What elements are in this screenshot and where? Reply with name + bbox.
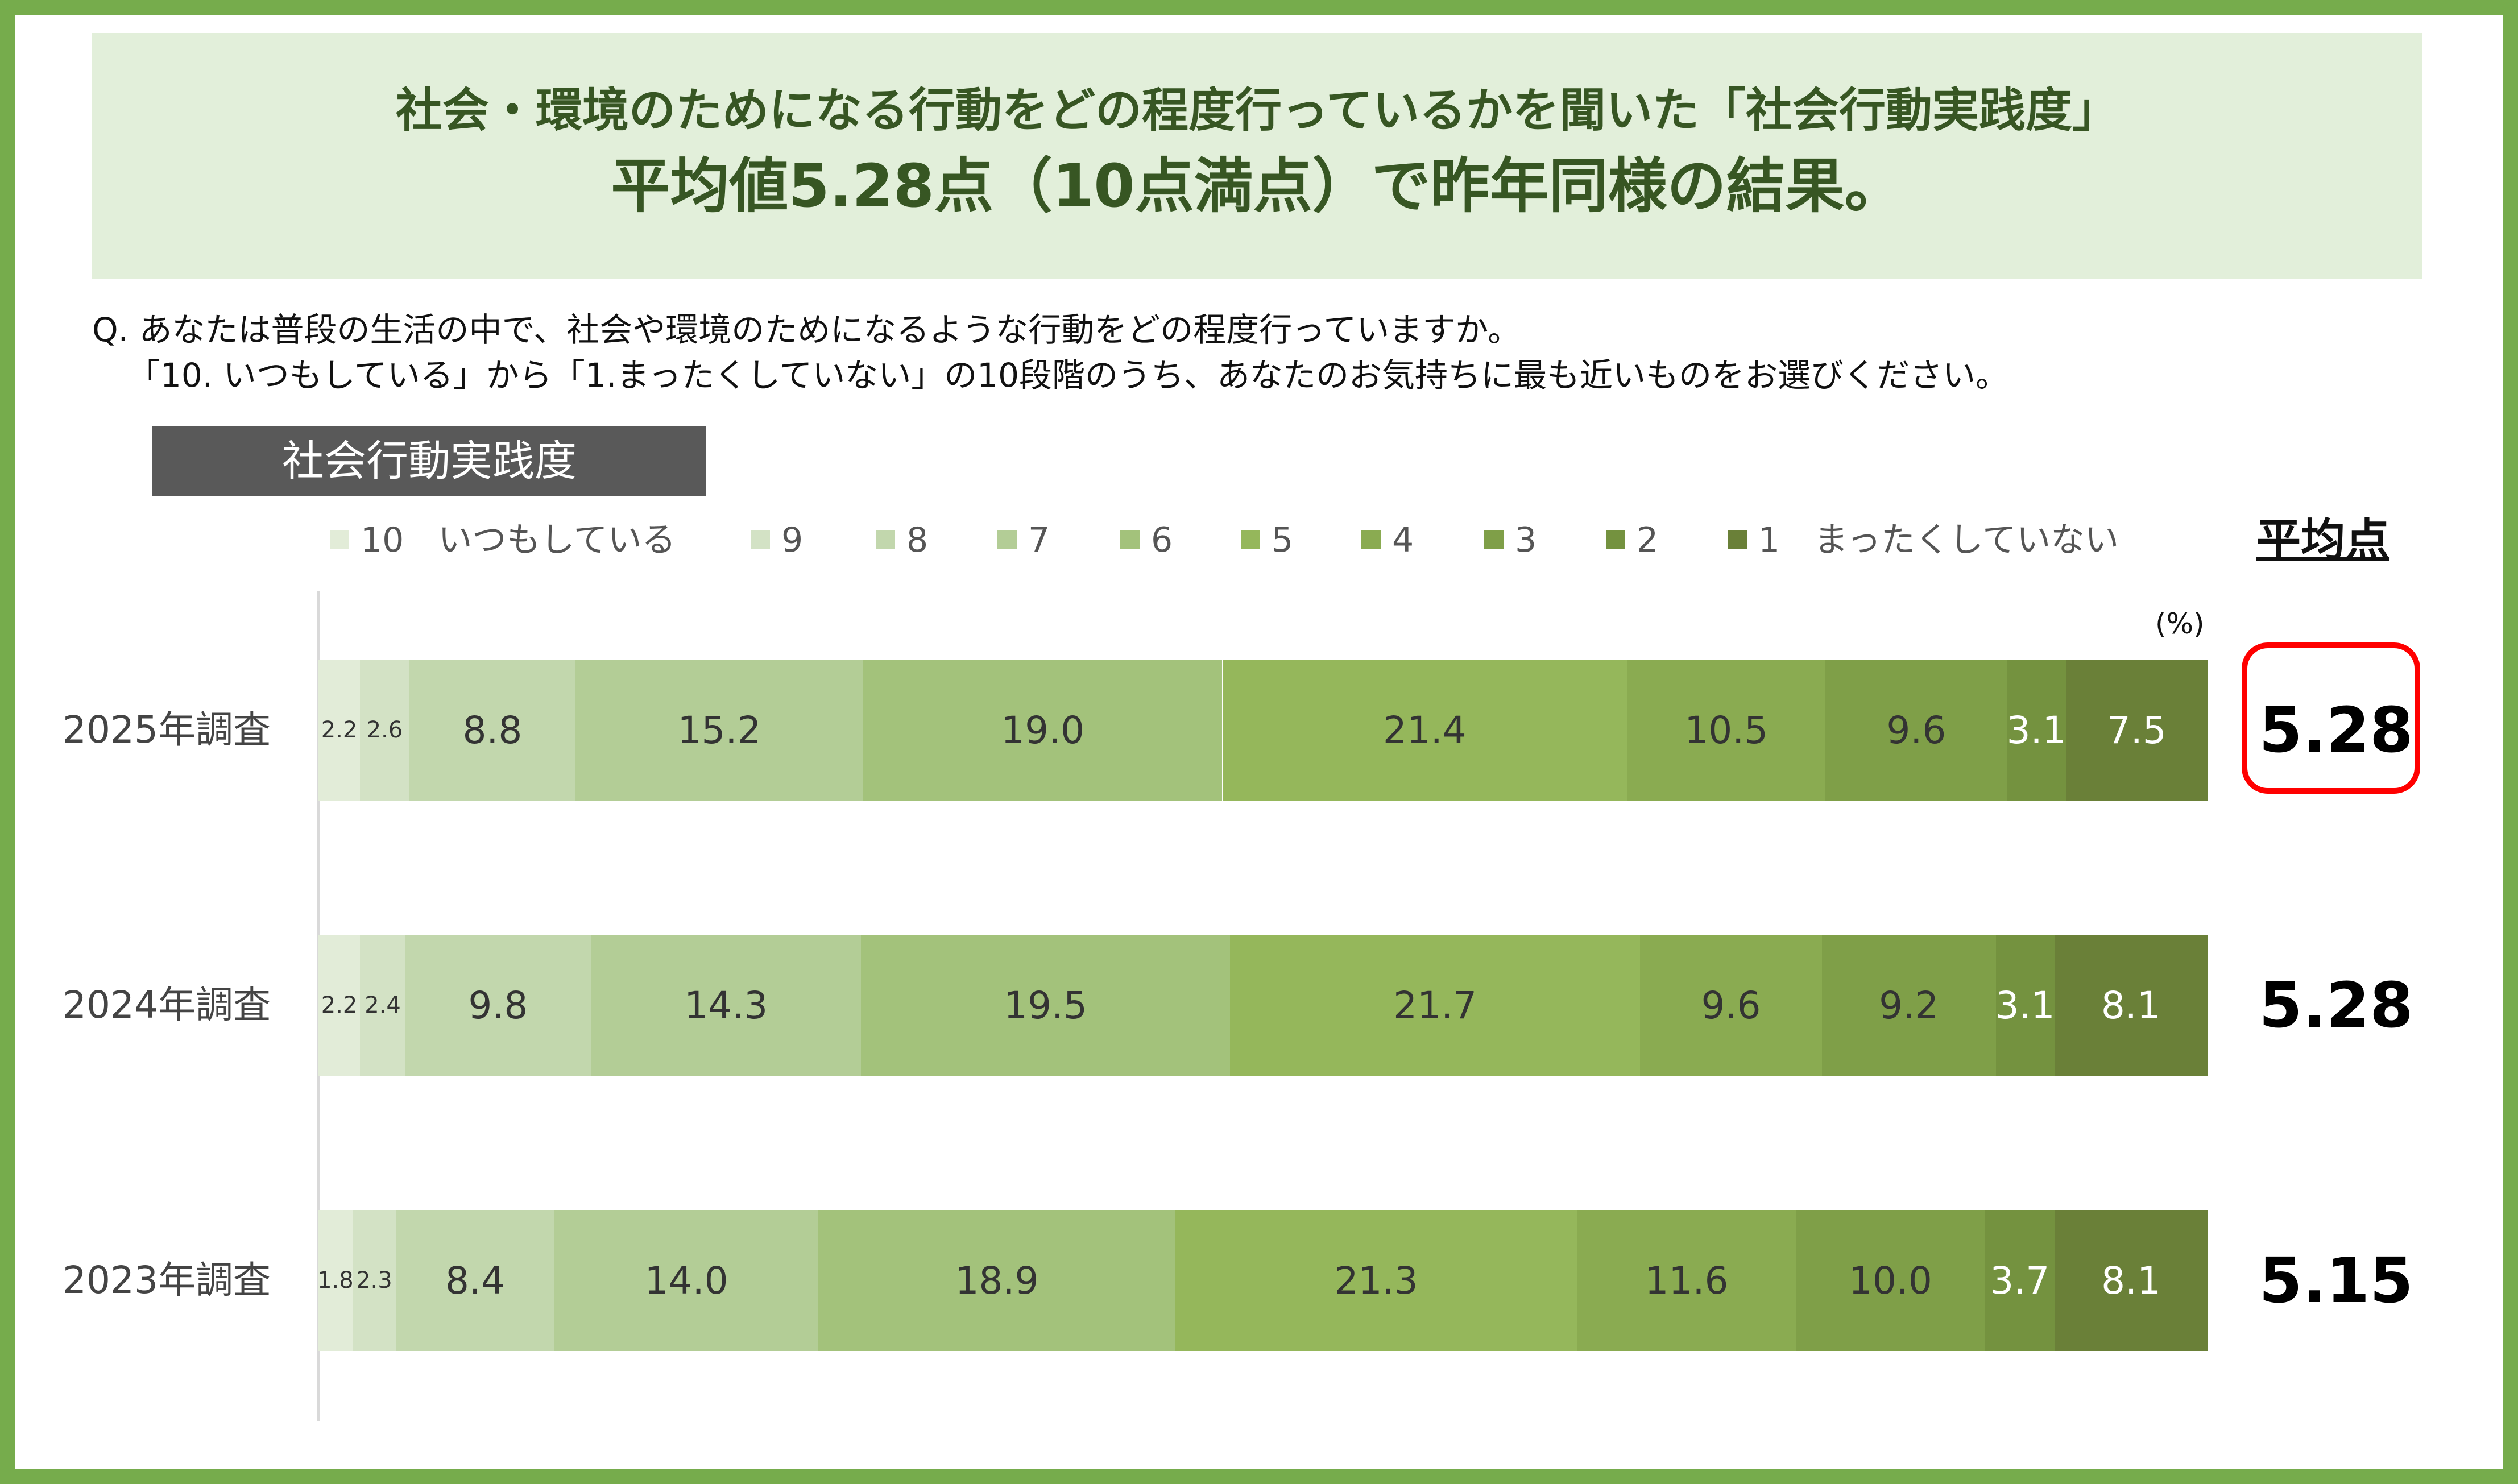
row-label: 2023年調査 (63, 1258, 271, 1302)
bar-segment: 10.5 (1627, 660, 1826, 801)
legend-swatch (330, 530, 349, 550)
legend-swatch (1606, 530, 1625, 550)
bar-segment: 9.8 (405, 935, 591, 1076)
bar-segment: 14.0 (554, 1210, 819, 1351)
row-label: 2025年調査 (63, 708, 271, 752)
legend-label: 1 まったくしていない (1758, 520, 2119, 560)
bar-row: 2.2 2.4 9.8 14.3 19.5 21.7 9.6 9.2 3.1 8.1 (318, 935, 2208, 1076)
highlight-frame (2242, 642, 2420, 794)
average-score-value: 5.28 (2259, 969, 2413, 1042)
legend-swatch (1120, 530, 1140, 550)
bar-segment: 3.1 (2007, 660, 2066, 801)
bar-segment: 9.6 (1825, 660, 2007, 801)
legend-label: 4 (1392, 520, 1414, 560)
legend-item-7: 7 (997, 517, 1050, 563)
question-line-2: 「10. いつもしている」から「1.まったくしていない」の10段階のうち、あなた… (127, 356, 2009, 395)
bar-segment: 15.2 (575, 660, 863, 801)
bar-segment: 1.8 (317, 1210, 354, 1351)
bar-segment: 21.7 (1229, 935, 1641, 1076)
legend-label: 2 (1637, 520, 1659, 560)
unit-label: (%) (2155, 607, 2205, 640)
bar-segment: 19.5 (861, 935, 1230, 1076)
title-line-1: 社会・環境のためになる行動をどの程度行っているかを聞いた「社会行動実践度」 (396, 84, 2119, 138)
legend-item-10: 10 いつもしている (330, 517, 676, 563)
title-line-2: 平均値5.28点（10点満点）で昨年同様の結果。 (611, 151, 1904, 221)
legend-item-9: 9 (751, 517, 803, 563)
legend-item-4: 4 (1361, 517, 1414, 563)
legend-item-2: 2 (1606, 517, 1658, 563)
legend-item-3: 3 (1484, 517, 1537, 563)
bar-segment: 9.2 (1821, 935, 1996, 1076)
legend-item-8: 8 (876, 517, 928, 563)
legend-label: 8 (906, 520, 929, 560)
bar-segment: 11.6 (1577, 1210, 1796, 1351)
average-score-value: 5.15 (2259, 1244, 2413, 1317)
legend-swatch (876, 530, 895, 550)
section-label: 社会行動実践度 (152, 426, 706, 496)
bar-segment: 21.4 (1222, 660, 1627, 801)
bar-segment: 21.3 (1175, 1210, 1577, 1351)
bar-segment: 8.1 (2054, 935, 2208, 1076)
average-score-value: 5.28 (2259, 694, 2413, 766)
bar-segment: 19.0 (863, 660, 1223, 801)
bar-segment: 2.6 (360, 660, 409, 801)
question-line-1: Q. あなたは普段の生活の中で、社会や環境のためになるような行動をどの程度行って… (92, 310, 1521, 349)
bar-segment: 2.3 (352, 1210, 396, 1351)
bar-segment: 2.4 (360, 935, 405, 1076)
bar-segment: 18.9 (818, 1210, 1175, 1351)
bar-segment: 9.6 (1640, 935, 1822, 1076)
question-text: Q. あなたは普段の生活の中で、社会や環境のためになるような行動をどの程度行って… (92, 307, 2008, 398)
bar-segment: 14.3 (590, 935, 862, 1076)
bar-segment: 8.4 (396, 1210, 554, 1351)
bar-row: 1.8 2.3 8.4 14.0 18.9 21.3 11.6 10.0 3.7 8.1 (317, 1210, 2208, 1351)
bar-segment: 2.2 (318, 660, 361, 801)
legend-item-6: 6 (1120, 517, 1173, 563)
legend-label: 10 いつもしている (361, 520, 676, 560)
bar-segment: 8.8 (409, 660, 576, 801)
header-banner (92, 33, 2422, 279)
legend-swatch (751, 530, 770, 550)
bar-segment: 2.2 (318, 935, 361, 1076)
bar-segment: 3.1 (1995, 935, 2055, 1076)
row-label: 2024年調査 (63, 983, 271, 1027)
legend-item-1: 1 まったくしていない (1728, 517, 2119, 563)
bar-segment: 10.0 (1796, 1210, 1985, 1351)
legend-label: 5 (1272, 520, 1294, 560)
legend-label: 3 (1515, 520, 1537, 560)
legend-swatch (1728, 530, 1747, 550)
legend-swatch (1241, 530, 1260, 550)
bar-segment: 8.1 (2055, 1210, 2208, 1351)
legend-swatch (1361, 530, 1381, 550)
average-score-header: 平均点 (2256, 515, 2390, 566)
bar-segment: 7.5 (2065, 660, 2208, 801)
legend-swatch (997, 530, 1017, 550)
legend-label: 6 (1151, 520, 1173, 560)
legend-swatch (1484, 530, 1504, 550)
legend-item-5: 5 (1241, 517, 1293, 563)
legend-label: 9 (781, 520, 804, 560)
legend-label: 7 (1028, 520, 1050, 560)
bar-row: 2.2 2.6 8.8 15.2 19.0 21.4 10.5 9.6 3.1 7.5 (318, 660, 2208, 801)
bar-segment: 3.7 (1985, 1210, 2055, 1351)
